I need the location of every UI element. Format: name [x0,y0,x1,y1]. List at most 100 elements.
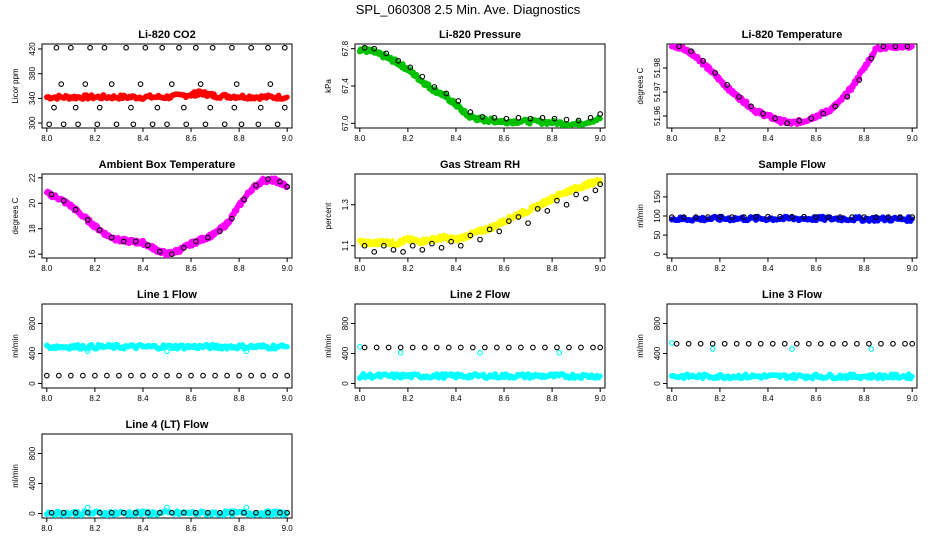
data-point [104,372,110,379]
data-point [137,81,144,87]
data-point [72,206,79,213]
data-point [46,121,53,128]
x-tick-label: 8.2 [402,394,414,403]
x-tick-label: 9.0 [282,134,294,143]
plot-frame [354,173,606,259]
data-point [481,344,488,351]
data-point [277,509,283,516]
data-point [443,90,450,97]
plot-frame [41,433,293,519]
data-point [229,509,235,516]
series-blue-filled [668,213,915,224]
data-point [544,208,551,214]
x-tick-label: 8.6 [185,394,197,403]
plot-area [43,44,290,128]
data-point [563,201,570,208]
data-point [409,242,416,249]
y-tick-label: 20 [28,198,37,207]
data-point [805,340,812,347]
data-point [255,121,262,128]
x-tick-label: 8.8 [234,134,246,143]
data-point [477,349,483,356]
x-tick-label: 8.4 [137,394,149,403]
data-point [748,103,754,110]
x-tick-label: 9.0 [907,134,919,143]
panel-sample-flow: Sample Flow 8.0 8.2 8.4 8.6 8.8 9.0 0 50 100 150 ml… [636,159,918,273]
data-point [597,116,603,122]
data-point [257,104,264,111]
data-point [397,349,404,356]
data-point [385,344,392,351]
x-tick-label: 8.2 [89,394,101,403]
data-point [180,104,187,111]
data-point [380,242,387,249]
series-yellow-filled [356,176,603,249]
plot-frame [666,303,918,389]
x-tick-label: 8.6 [810,134,822,143]
data-point [192,44,199,51]
data-point [909,340,916,347]
data-point [733,340,740,347]
data-point [84,504,91,511]
plot-area [356,176,604,255]
data-point [597,181,604,188]
panel-title: Li-820 CO2 [138,29,195,41]
data-point [221,121,228,128]
data-point [67,44,74,51]
data-point [902,340,908,347]
data-point [120,509,127,516]
x-tick-label: 8.4 [137,264,149,273]
data-point [457,242,464,249]
y-tick-label: 100 [653,209,662,223]
data-point [743,98,750,105]
series-black-open [361,44,604,124]
data-point [673,340,680,347]
data-point [180,509,187,516]
data-point [55,372,62,379]
data-point [712,69,718,76]
data-point [566,344,572,351]
data-point [144,509,151,516]
data-point [75,121,81,128]
series-black-open [673,340,916,347]
data-point [597,111,604,117]
data-point [113,121,120,128]
x-tick-label: 8.0 [41,264,53,273]
y-tick-label: 800 [28,446,37,460]
y-tick-label: 800 [653,316,662,330]
data-point [253,509,259,516]
data-point [407,64,414,71]
data-point [793,340,800,347]
data-point [705,214,711,220]
data-point [67,372,74,379]
data-point [361,44,368,51]
panel-ambient-box-temperature: Ambient Box Temperature 8.0 8.2 8.4 8.6 8.8 9.… [11,159,293,273]
data-point [164,348,170,355]
data-point [130,121,137,128]
data-point [267,81,274,87]
panel-line-2-flow: Line 2 Flow 8.0 8.2 8.4 8.6 8.8 9.0 0 400 800 ml/m… [324,289,606,403]
series-red-filled [43,88,290,102]
series-green-filled [356,45,603,128]
data-point [904,44,911,50]
data-point [438,244,445,251]
x-tick-label: 9.0 [282,524,294,533]
data-point [897,214,904,220]
x-tick-label: 8.8 [547,134,559,143]
x-tick-label: 8.8 [547,264,559,273]
data-point [356,343,363,350]
data-point [429,240,435,247]
data-point [769,340,776,347]
y-axis-label: ml/min [324,334,333,358]
data-point [284,94,290,100]
data-point [781,340,788,347]
y-tick-label: 50 [653,230,662,239]
data-point [43,372,50,379]
data-point [717,213,723,220]
y-tick-label: 67.8 [341,40,350,56]
data-point [688,48,694,55]
data-point [183,121,190,128]
y-axis-label: degrees C [636,67,645,104]
y-axis-label: ml/min [636,334,645,358]
y-tick-label: 18 [28,224,37,233]
